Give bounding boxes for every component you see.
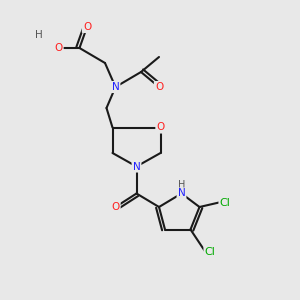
Text: O: O xyxy=(111,202,120,212)
Text: O: O xyxy=(83,22,91,32)
Text: N: N xyxy=(112,82,119,92)
Text: Cl: Cl xyxy=(205,247,215,257)
Text: Cl: Cl xyxy=(220,197,230,208)
Text: H: H xyxy=(35,29,43,40)
Text: N: N xyxy=(178,188,185,199)
Text: O: O xyxy=(155,82,163,92)
Text: N: N xyxy=(133,161,140,172)
Text: O: O xyxy=(156,122,165,133)
Text: O: O xyxy=(54,43,63,53)
Text: H: H xyxy=(178,179,185,190)
